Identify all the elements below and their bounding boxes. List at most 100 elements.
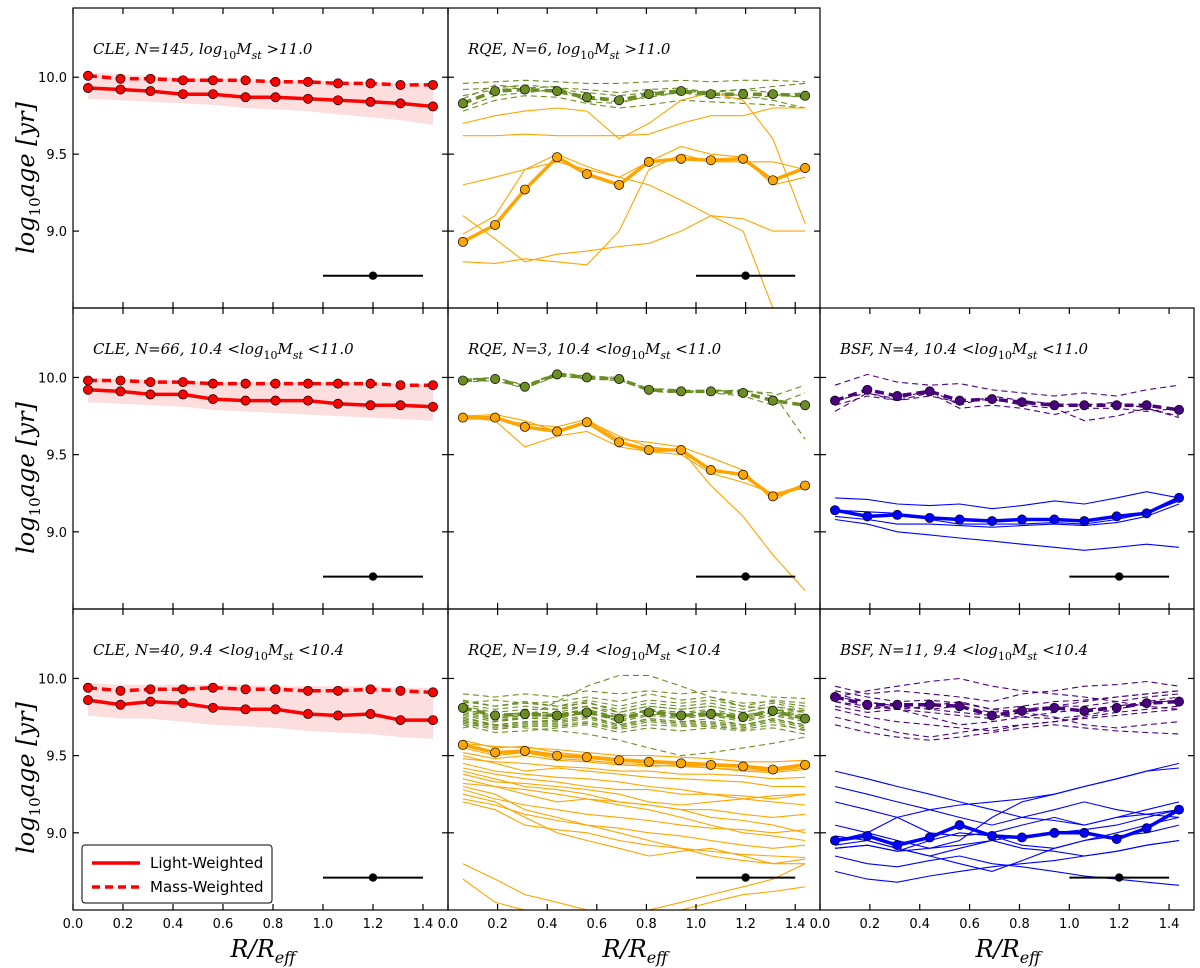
x-axis-label-col-1: R/Reff [229,935,298,967]
median-mass-point [457,98,468,109]
median-light-point [987,516,997,526]
individual-light-line [462,785,806,865]
median-light-point [862,830,873,841]
plot-area [457,369,811,591]
median-light-point [924,512,935,523]
median-light-point [1017,514,1027,525]
individual-light-line [834,762,1180,842]
median-mass-point [270,378,281,389]
median-light-point [178,698,188,709]
individual-light-line [834,770,1180,826]
median-light-point [457,739,468,750]
median-mass-point [115,375,126,386]
individual-mass-line [462,722,806,730]
y-tick-label: 10.0 [38,71,67,86]
y-tick-label: 9.0 [46,225,67,240]
individual-light-line [462,107,806,137]
median-mass-point [457,702,468,713]
median-mass-point [1111,400,1122,411]
individual-light-line [834,500,1180,525]
median-mass-point [395,79,406,90]
panel-rqe-r1: RQE, N=6, log10Mst >11.0 [447,7,821,309]
median-mass-point [208,682,218,693]
individual-light-line [462,758,806,780]
median-mass-point [643,707,654,718]
y-axis-label-row-1: log10age [yr] [12,101,44,253]
median-mass-point [1017,705,1027,716]
median-light-point [1049,514,1060,525]
median-mass-point [767,705,778,716]
median-light-point [395,400,406,411]
median-light-point [581,169,592,180]
median-light-point [270,395,281,406]
median-mass-point [115,73,126,84]
individual-light-line [462,215,774,308]
median-light-point [738,761,749,772]
plot-area [83,682,438,882]
individual-light-line [462,92,806,224]
panel-title: RQE, N=6, log10Mst >11.0 [467,40,671,62]
individual-mass-line [834,701,1180,729]
median-light-point [892,509,903,520]
y-tick-label: 10.0 [38,672,67,687]
median-mass-point [1174,404,1184,415]
x-tick-label: 1.0 [313,917,334,932]
median-light-point [145,696,156,707]
median-mass-point [581,707,592,718]
median-mass-point [767,89,778,100]
individual-light-line [834,801,1180,837]
median-light-point [333,710,343,721]
median-light-point [924,832,935,843]
errorbar-point [741,873,750,882]
legend-frame [81,844,273,904]
median-light-point [738,153,749,164]
median-mass-point [240,75,251,86]
individual-mass-line [834,392,1180,416]
median-light-point [208,394,218,405]
median-light-point [83,83,93,93]
median-light-point [954,514,965,525]
median-light-point [83,695,93,706]
median-light-point [490,747,501,758]
median-mass-point [490,86,501,97]
legend-mass-label: Mass-Weighted [150,878,264,896]
median-light-point [395,98,406,109]
median-mass-point [115,685,126,696]
y-axis-label-row-2: log10age [yr] [12,401,44,553]
panel-title: RQE, N=3, 10.4 <log10Mst <11.0 [467,340,722,362]
median-light-point [490,412,501,423]
median-mass-point [738,712,749,723]
median-mass-point [830,395,840,406]
median-light-point [614,179,625,190]
median-light-point [1141,823,1152,834]
individual-mass-line [462,716,806,727]
x-tick-label: 0.8 [263,917,284,932]
x-tick-label: 0.8 [636,917,657,932]
median-light-point [676,153,687,164]
individual-mass-line [462,79,806,84]
median-mass-point [892,699,903,710]
individual-light-line [834,816,1180,872]
x-tick-label: 1.2 [735,917,756,932]
median-mass-point [428,380,438,391]
median-light-point [519,184,530,195]
median-mass-line [87,73,433,87]
individual-mass-line [462,693,806,707]
median-light-line [87,86,434,109]
individual-mass-line [462,82,806,109]
median-light-point [428,715,438,726]
individual-mass-line [462,704,806,713]
median-mass-point [954,701,965,712]
median-mass-point [552,369,563,380]
median-light-point [892,840,903,851]
median-mass-point [240,684,251,695]
median-light-point [428,401,438,412]
y-axis-label-text: log10age [yr] [12,401,44,553]
median-mass-line [462,706,806,721]
median-light-point [800,759,811,770]
individual-light-line [462,767,806,800]
median-mass-point [954,395,965,406]
median-mass-point [800,90,811,101]
individual-mass-line [462,375,806,406]
y-axis-label-text: log10age [yr] [12,701,44,853]
